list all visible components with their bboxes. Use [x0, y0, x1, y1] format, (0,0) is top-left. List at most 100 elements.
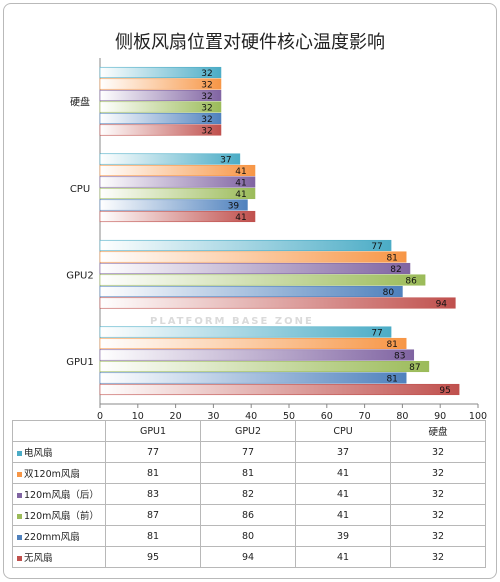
data-label: 95 [439, 386, 450, 396]
data-label: 83 [394, 351, 405, 361]
bar [99, 349, 415, 361]
legend-swatch [17, 556, 22, 561]
data-label: 32 [201, 115, 212, 125]
chart-title: 侧板风扇位置对硬件核心温度影响 [115, 32, 385, 53]
data-label: 32 [201, 92, 212, 102]
table-cell: 37 [295, 441, 391, 463]
data-label: 32 [201, 126, 212, 136]
data-label: 41 [235, 213, 246, 223]
data-label: 41 [235, 178, 246, 188]
table-cell: 87 [105, 504, 201, 526]
table-cell: 81 [105, 462, 201, 484]
bar [99, 112, 222, 125]
series-name: 无风扇 [24, 553, 53, 564]
table-header-cell: CPU [295, 420, 391, 442]
data-label: 81 [386, 253, 397, 263]
data-label: 94 [436, 299, 448, 309]
bar [99, 251, 407, 263]
data-label: 80 [383, 288, 395, 298]
table-cell: 32 [390, 546, 486, 568]
legend-swatch [17, 535, 22, 540]
bar [99, 124, 222, 136]
bar [99, 383, 460, 396]
legend-entry: 120m风扇（后） [12, 483, 106, 505]
table-row: 220mm风扇 81 80 39 32 [12, 525, 486, 547]
table-header-cell: GPU2 [200, 420, 296, 442]
table-row: 120m风扇（前） 87 86 41 32 [12, 504, 486, 526]
table-cell: 32 [390, 504, 486, 526]
table-cell: 95 [105, 546, 201, 568]
table-cell: 41 [295, 504, 391, 526]
table-cell: 94 [200, 546, 296, 568]
table-cell: 77 [105, 441, 201, 463]
series-name: 120m风扇（后） [24, 490, 99, 501]
x-tick-label: 20 [170, 411, 182, 420]
table-row: 无风扇 95 94 41 32 [12, 546, 486, 568]
table-cell: 32 [390, 441, 486, 463]
legend-entry: 120m风扇（前） [12, 504, 106, 526]
table-cell: 81 [200, 462, 296, 484]
table-cell: 81 [105, 525, 201, 547]
series-name: 120m风扇（前） [24, 511, 99, 522]
watermark: PLATFORM BASE ZONE [150, 316, 314, 327]
data-label: 32 [201, 80, 212, 90]
table-header-cell: 硬盘 [390, 420, 486, 442]
x-tick-label: 70 [359, 411, 371, 420]
bar [99, 153, 241, 165]
data-label: 81 [386, 374, 397, 384]
x-tick-label: 100 [469, 411, 487, 420]
table-cell: 41 [295, 546, 391, 568]
bar [99, 360, 430, 373]
table-cell: 32 [390, 462, 486, 484]
series-name: 220mm风扇 [24, 532, 80, 543]
data-label: 87 [409, 363, 420, 373]
table-row: 120m风扇（后） 83 82 41 32 [12, 483, 486, 505]
bar [99, 210, 256, 223]
table-cell: 80 [200, 525, 296, 547]
category-label: CPU [70, 184, 90, 195]
table-row: 电风扇 77 77 37 32 [12, 441, 486, 463]
data-label: 82 [390, 265, 401, 275]
legend-entry: 电风扇 [12, 441, 106, 463]
bar [99, 187, 256, 200]
data-label: 39 [228, 201, 240, 211]
legend-swatch [17, 472, 22, 477]
bar [99, 274, 426, 286]
table-cell: 82 [200, 483, 296, 505]
table-header-row: GPU1 GPU2 CPU 硬盘 [12, 420, 486, 442]
table-cell: 77 [200, 441, 296, 463]
x-tick-label: 0 [97, 411, 103, 420]
bar [99, 239, 392, 252]
legend-swatch [17, 514, 22, 519]
bar [99, 78, 222, 90]
bar [99, 89, 222, 102]
x-tick-label: 50 [283, 411, 295, 420]
data-label: 77 [371, 328, 382, 338]
table-cell: 41 [295, 483, 391, 505]
data-label: 32 [201, 103, 212, 113]
x-tick-label: 10 [132, 411, 144, 420]
x-tick-label: 30 [207, 411, 219, 420]
data-label: 77 [371, 242, 382, 252]
bar [99, 297, 456, 309]
bar [99, 337, 407, 350]
table-cell: 83 [105, 483, 201, 505]
bar-chart: 0 10 20 30 40 50 60 70 80 90 100GPU1778183878195GP… [66, 58, 487, 420]
bar [99, 199, 248, 211]
table-cell: 41 [295, 462, 391, 484]
series-name: 双120m风扇 [24, 469, 80, 480]
x-tick-label: 60 [321, 411, 333, 420]
table-row: 双120m风扇 81 81 41 32 [12, 462, 486, 484]
category-label: GPU1 [66, 357, 93, 368]
bar [99, 101, 222, 113]
x-tick-label: 40 [245, 411, 257, 420]
series-name: 电风扇 [24, 448, 53, 459]
legend-entry: 双120m风扇 [12, 462, 106, 484]
bar [99, 262, 411, 275]
data-label: 41 [235, 190, 246, 200]
table-cell: 39 [295, 525, 391, 547]
table-cell: 86 [200, 504, 296, 526]
legend-swatch [17, 451, 22, 456]
data-table: GPU1 GPU2 CPU 硬盘 电风扇 77 77 37 32 双120m风扇 81 81 41 32 1… [12, 420, 486, 568]
legend-swatch [17, 493, 22, 498]
